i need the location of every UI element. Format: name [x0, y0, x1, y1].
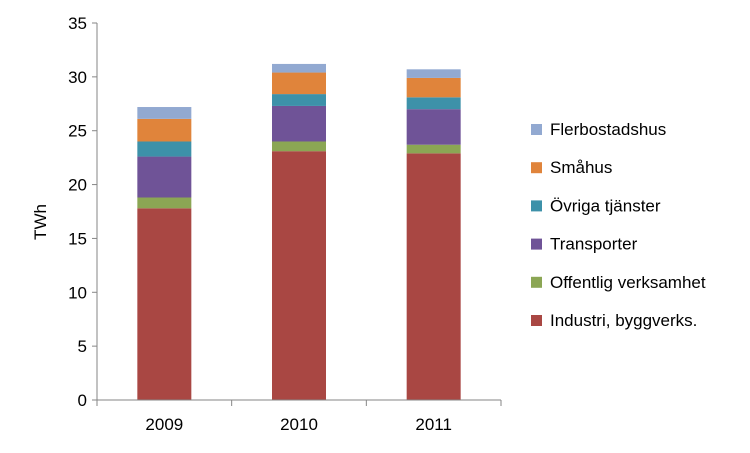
y-tick-label: 35: [68, 14, 87, 33]
legend-label: Småhus: [550, 158, 612, 177]
legend-label: Offentlig verksamhet: [550, 273, 706, 292]
bar-segment-2011-5: [406, 69, 461, 78]
y-tick-label: 10: [68, 283, 87, 302]
bar-segment-2009-4: [137, 118, 192, 142]
legend-swatch: [531, 315, 542, 326]
y-tick-label: 30: [68, 68, 87, 87]
bar-segment-2011-4: [406, 77, 461, 98]
bar-segment-2010-4: [272, 72, 326, 95]
x-tick-label: 2009: [145, 415, 183, 434]
y-tick-label: 25: [68, 122, 87, 141]
bar-segment-2011-0: [406, 153, 461, 400]
legend-label: Industri, byggverks.: [550, 311, 697, 330]
y-axis-ticks: 0 5 10 15 20 25 30 35: [68, 14, 97, 410]
legend-swatch: [531, 162, 542, 174]
bar-segment-2010-1: [272, 141, 326, 152]
bar-stacks: [137, 63, 461, 400]
y-axis-title: TWh: [31, 204, 50, 240]
bar-segment-2009-2: [137, 156, 192, 198]
legend: Flerbostadshus Småhus Övriga tjänster Trans…: [531, 120, 706, 330]
bar-segment-2009-3: [137, 141, 192, 157]
y-tick-label: 20: [68, 176, 87, 195]
bar-segment-2011-1: [406, 144, 461, 154]
y-tick-label: 5: [78, 337, 87, 356]
x-axis-ticks: 2009 2010 2011: [96, 400, 502, 434]
legend-swatch: [531, 200, 542, 212]
bar-segment-2010-2: [272, 105, 326, 142]
legend-swatch: [531, 124, 542, 135]
bar-segment-2009-5: [137, 107, 192, 119]
legend-swatch: [531, 238, 542, 250]
legend-label: Transporter: [550, 235, 638, 254]
legend-label: Övriga tjänster: [550, 196, 661, 215]
y-tick-label: 15: [68, 229, 87, 248]
bar-segment-2010-3: [272, 94, 326, 106]
bar-segment-2009-1: [137, 197, 192, 209]
bar-segment-2010-5: [272, 63, 326, 73]
x-tick-label: 2010: [280, 415, 318, 434]
bar-segment-2011-2: [406, 109, 461, 145]
bar-segment-2011-3: [406, 97, 461, 110]
legend-swatch: [531, 276, 542, 288]
y-tick-label: 0: [78, 391, 87, 410]
bar-segment-2010-0: [272, 151, 326, 400]
x-tick-label: 2011: [415, 415, 452, 434]
bar-segment-2009-0: [137, 208, 192, 400]
legend-label: Flerbostadshus: [550, 120, 666, 139]
